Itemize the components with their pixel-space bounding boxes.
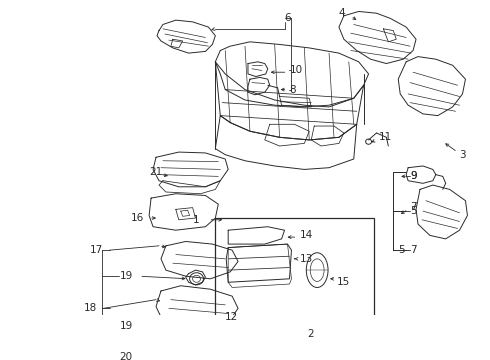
Text: 21: 21 (149, 167, 162, 177)
Text: 12: 12 (225, 312, 239, 322)
Text: 5: 5 (398, 245, 405, 255)
Text: 2: 2 (307, 329, 314, 339)
Text: 14: 14 (299, 230, 313, 240)
Text: 9: 9 (410, 171, 416, 181)
Bar (215, 218, 373, 322)
Text: 7: 7 (410, 245, 416, 255)
Text: 7: 7 (410, 202, 416, 212)
Text: 20: 20 (120, 352, 133, 360)
Text: 1: 1 (193, 215, 199, 225)
Text: 4: 4 (339, 8, 345, 18)
Text: 15: 15 (337, 277, 350, 287)
Text: 3: 3 (460, 150, 466, 160)
Text: 5: 5 (410, 206, 416, 216)
Text: 19: 19 (120, 321, 133, 331)
Text: 18: 18 (84, 303, 97, 313)
Text: 11: 11 (378, 132, 392, 142)
Text: 8: 8 (290, 85, 296, 95)
Text: 9: 9 (410, 171, 416, 181)
Text: 17: 17 (90, 245, 103, 255)
Text: 13: 13 (299, 254, 313, 264)
Text: 6: 6 (285, 13, 291, 23)
Text: 16: 16 (131, 213, 145, 223)
Text: 10: 10 (290, 66, 303, 76)
Text: 19: 19 (120, 271, 133, 281)
